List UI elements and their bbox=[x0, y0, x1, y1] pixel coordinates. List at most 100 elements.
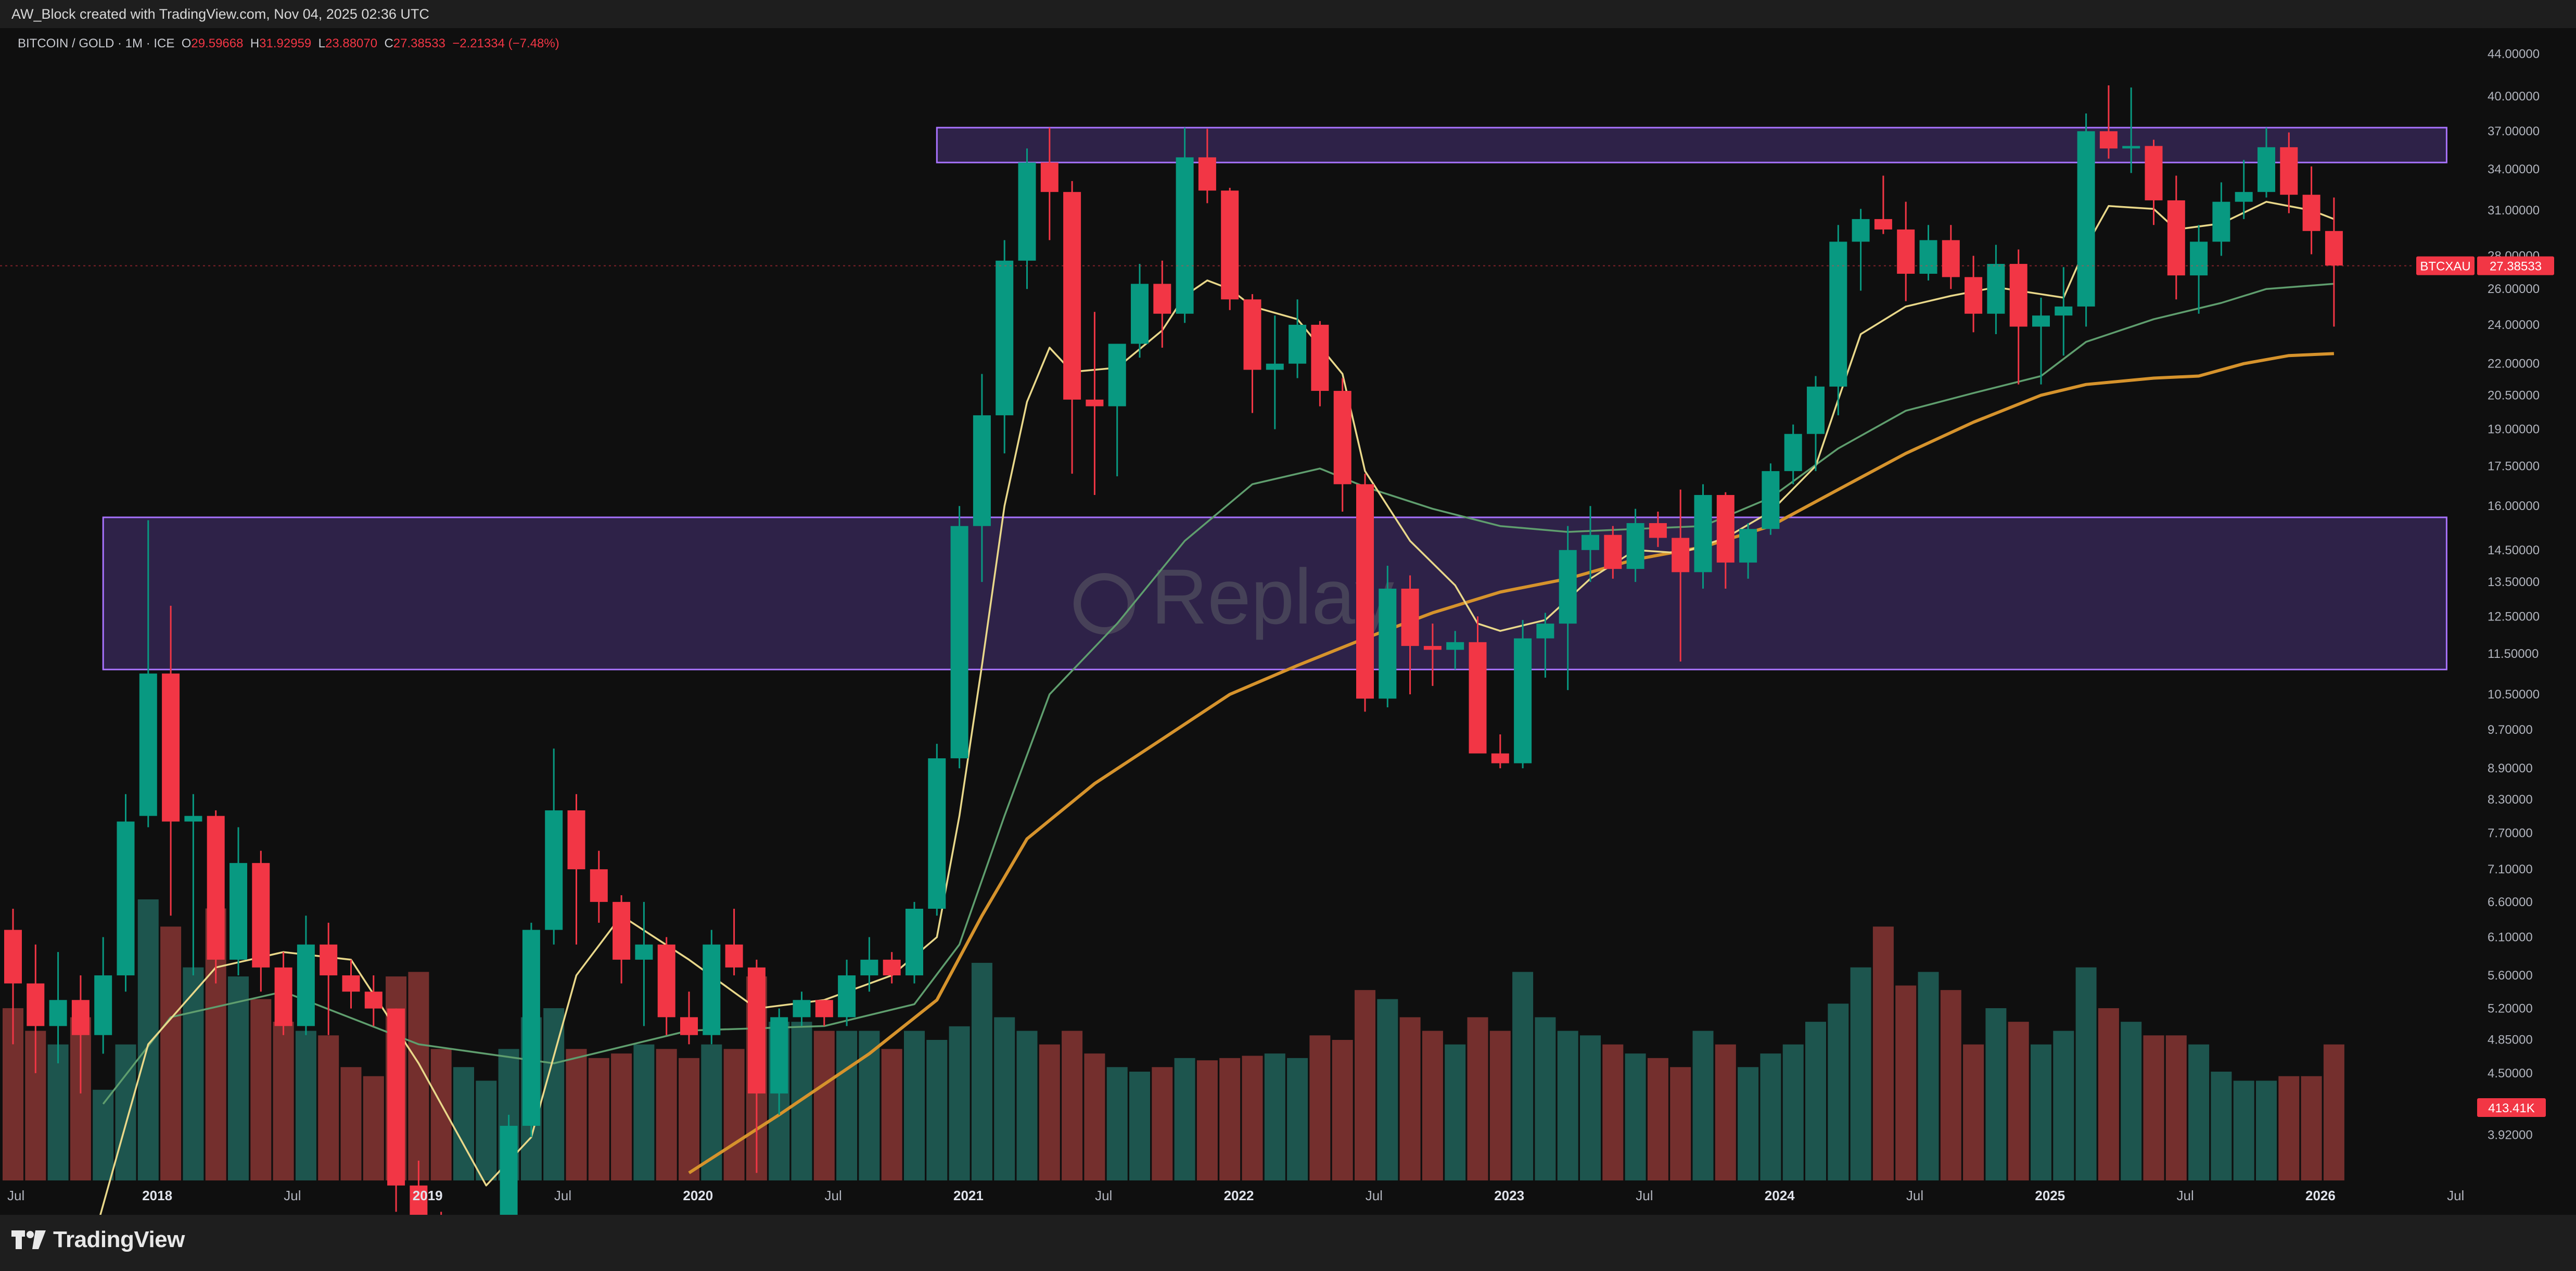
candle-body bbox=[2122, 146, 2140, 149]
price-tick-label: 31.00000 bbox=[2488, 204, 2540, 218]
volume-bar bbox=[453, 1067, 474, 1180]
volume-bar bbox=[588, 1058, 609, 1180]
high-label: H bbox=[250, 36, 260, 50]
candle-body bbox=[1356, 484, 1374, 699]
volume-bar bbox=[273, 1022, 294, 1180]
volume-bar bbox=[2278, 1076, 2300, 1180]
candle-body bbox=[590, 869, 608, 902]
volume-bar bbox=[47, 1044, 69, 1180]
time-tick-label: 2019 bbox=[413, 1188, 443, 1203]
candle-body bbox=[229, 863, 247, 960]
close-value: 27.38533 bbox=[393, 36, 445, 50]
price-tick-label: 7.70000 bbox=[2488, 826, 2533, 840]
volume-bar bbox=[566, 1049, 587, 1180]
time-tick-label: 2020 bbox=[683, 1188, 713, 1203]
volume-bar bbox=[1084, 1053, 1105, 1180]
candle-body bbox=[613, 901, 631, 960]
candle-body bbox=[2032, 315, 2050, 327]
time-tick-label: Jul bbox=[7, 1188, 24, 1203]
volume-bar bbox=[1782, 1044, 1804, 1180]
candle-body bbox=[2258, 147, 2275, 192]
price-tick-label: 16.00000 bbox=[2488, 499, 2540, 513]
volume-bar bbox=[1062, 1031, 1083, 1180]
volume-bar bbox=[1512, 972, 1534, 1180]
volume-bar bbox=[183, 967, 204, 1180]
volume-bar bbox=[1152, 1067, 1173, 1180]
volume-bar bbox=[723, 1049, 745, 1180]
time-tick-label: 2024 bbox=[1765, 1188, 1795, 1203]
volume-bar bbox=[679, 1058, 699, 1180]
candle-body bbox=[1198, 157, 1216, 191]
volume-bar bbox=[2075, 967, 2097, 1180]
time-tick-label: Jul bbox=[554, 1188, 571, 1203]
candles bbox=[4, 85, 2343, 1215]
candle-body bbox=[184, 816, 202, 822]
candle-body bbox=[950, 526, 968, 758]
price-tick-label: 12.50000 bbox=[2488, 609, 2540, 624]
price-tick-label: 7.10000 bbox=[2488, 862, 2533, 876]
volume-bar bbox=[1174, 1058, 1195, 1180]
volume-bar bbox=[1242, 1056, 1263, 1180]
volume-bar bbox=[1760, 1053, 1781, 1180]
candle-body bbox=[1829, 242, 1847, 387]
volume-bar bbox=[137, 899, 159, 1180]
symbol-name[interactable]: BITCOIN / GOLD · 1M · ICE bbox=[18, 36, 175, 50]
candle-body bbox=[1446, 642, 1464, 650]
replay-watermark: Replay bbox=[1074, 553, 1394, 640]
volume-bar bbox=[904, 1031, 925, 1180]
tradingview-brand: TradingView bbox=[53, 1227, 185, 1252]
candle-body bbox=[1018, 162, 1036, 261]
candle-body bbox=[522, 930, 540, 1126]
volume-bar bbox=[1828, 1003, 1849, 1180]
candle-body bbox=[49, 1000, 67, 1026]
time-axis[interactable]: Jul 2018 Jul 2019 Jul 2020 Jul 2021 Jul 2022 Jul 20… bbox=[7, 1188, 2464, 1203]
candle-body bbox=[815, 1000, 833, 1018]
candle-body bbox=[2009, 264, 2027, 327]
candle-body bbox=[770, 1017, 788, 1094]
volume-bar bbox=[1985, 1008, 2007, 1180]
candle-body bbox=[1626, 523, 1644, 569]
candle-body bbox=[1965, 277, 1983, 314]
candle-body bbox=[387, 1008, 405, 1186]
price-tick-label: 37.00000 bbox=[2488, 124, 2540, 138]
candle-body bbox=[1762, 471, 1780, 529]
time-tick-label: Jul bbox=[284, 1188, 301, 1203]
volume-bar bbox=[1287, 1058, 1308, 1180]
low-value: 23.88070 bbox=[325, 36, 378, 50]
price-tick-label: 10.50000 bbox=[2488, 688, 2540, 702]
volume-bar bbox=[1016, 1031, 1038, 1180]
candle-body bbox=[1108, 344, 1126, 406]
ticker-tag: BTCXAU bbox=[2420, 260, 2470, 274]
volume-bar bbox=[1355, 990, 1375, 1180]
volume-bar bbox=[1557, 1031, 1578, 1180]
candle-body bbox=[1672, 538, 1690, 573]
volume-bar bbox=[881, 1049, 902, 1180]
candle-body bbox=[1536, 624, 1554, 639]
volume-bar bbox=[1399, 1017, 1421, 1180]
candle-body bbox=[2077, 131, 2095, 307]
last-price-tag-bg bbox=[2477, 256, 2554, 275]
volume-bar bbox=[2233, 1081, 2254, 1180]
candle-body bbox=[274, 967, 292, 1026]
price-tick-label: 5.60000 bbox=[2488, 969, 2533, 983]
price-chart[interactable]: Replay 44.00000 40.00000 37.00000 34.00000 3… bbox=[0, 28, 2576, 1215]
volume-bar bbox=[1872, 926, 1894, 1180]
last-price-tag: 27.38533 bbox=[2490, 260, 2542, 274]
candle-body bbox=[973, 415, 991, 526]
candle-body bbox=[207, 816, 225, 960]
candle-body bbox=[1649, 523, 1667, 538]
volume-bar bbox=[160, 926, 182, 1180]
price-tick-label: 17.50000 bbox=[2488, 459, 2540, 473]
volume-bar bbox=[318, 1035, 339, 1180]
tradingview-mark-icon bbox=[11, 1230, 46, 1249]
tradingview-logo[interactable]: TradingView bbox=[11, 1224, 185, 1255]
attribution-bar: AW_Block created with TradingView.com, N… bbox=[0, 0, 2576, 28]
price-axis[interactable]: 44.00000 40.00000 37.00000 34.00000 31.00000… bbox=[2488, 47, 2540, 1142]
candle-body bbox=[1423, 646, 1442, 650]
attribution-text: AW_Block created with TradingView.com, N… bbox=[11, 6, 429, 22]
volume-bar bbox=[1219, 1058, 1241, 1180]
candle-body bbox=[1040, 162, 1059, 192]
candle-body bbox=[1582, 535, 1599, 550]
volume-bar bbox=[1602, 1044, 1624, 1180]
volume-bar bbox=[228, 976, 249, 1180]
